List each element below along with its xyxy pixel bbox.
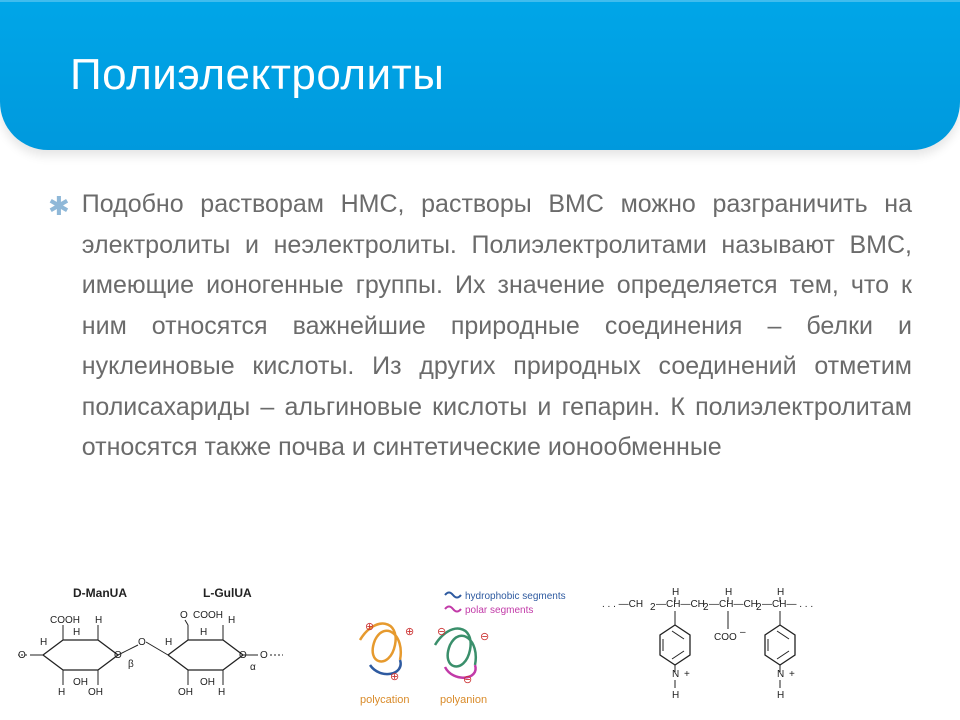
figure-alginic-acid: D-ManUA L-GulUA O COOH H H OH O OH H H (18, 585, 318, 710)
svg-text:–: – (740, 627, 746, 638)
chem-structure-icon: D-ManUA L-GulUA O COOH H H OH O OH H H (18, 585, 318, 710)
svg-text:O: O (180, 610, 188, 621)
svg-text:H: H (228, 615, 235, 626)
svg-text:OH: OH (73, 677, 88, 688)
body-area: ✱ Подобно растворам НМС, растворы ВМС мо… (0, 150, 960, 468)
svg-text:—CH—CH: —CH—CH (709, 599, 758, 610)
body-paragraph: Подобно растворам НМС, растворы ВМС можн… (82, 184, 912, 468)
title-banner: Полиэлектролиты (0, 0, 960, 150)
svg-text:H: H (672, 587, 679, 598)
fig2-bl2: polyanion (440, 694, 487, 706)
fig2-lab1: hydrophobic segments (465, 591, 566, 602)
svg-text:O: O (138, 637, 146, 648)
svg-text:H: H (725, 587, 732, 598)
svg-text:⊕: ⊕ (365, 621, 374, 633)
svg-text:⊕: ⊕ (405, 626, 414, 638)
svg-text:α: α (250, 662, 256, 673)
svg-text:OH: OH (88, 687, 103, 698)
svg-text:⊖: ⊖ (480, 631, 489, 643)
svg-text:O: O (260, 650, 268, 661)
fig1-right-label: L-GulUA (203, 586, 252, 600)
bullet-glyph-icon: ✱ (48, 186, 70, 226)
svg-text:β: β (128, 659, 134, 670)
svg-text:COOH: COOH (50, 615, 80, 626)
svg-text:—CH— . . .: —CH— . . . (762, 599, 813, 610)
svg-text:H: H (73, 627, 80, 638)
svg-text:+: + (789, 669, 795, 680)
svg-text:COO: COO (714, 632, 737, 643)
svg-text:O: O (114, 650, 122, 661)
svg-text:COOH: COOH (193, 610, 223, 621)
svg-text:. . . —CH: . . . —CH (602, 599, 643, 610)
svg-text:OH: OH (200, 677, 215, 688)
svg-text:H: H (200, 627, 207, 638)
svg-text:H: H (40, 637, 47, 648)
slide: Полиэлектролиты ✱ Подобно растворам НМС,… (0, 0, 960, 720)
svg-text:+: + (684, 669, 690, 680)
bullet-row: ✱ Подобно растворам НМС, растворы ВМС мо… (48, 184, 912, 468)
svg-text:H: H (777, 587, 784, 598)
coil-cartoon-icon: hydrophobic segments polar segments ⊕ ⊕ … (345, 585, 575, 710)
svg-text:H: H (218, 687, 225, 698)
polymer-repeat-icon: . . . —CH2 —CH—CH2 —CH—CH2 —CH— . . . N … (602, 585, 932, 710)
fig2-lab2: polar segments (465, 605, 533, 616)
figures-row: D-ManUA L-GulUA O COOH H H OH O OH H H (0, 580, 960, 710)
svg-text:⊕: ⊕ (390, 671, 399, 683)
svg-text:H: H (165, 637, 172, 648)
figure-polyvinylpyridinium: . . . —CH2 —CH—CH2 —CH—CH2 —CH— . . . N … (602, 585, 932, 710)
svg-text:H: H (95, 615, 102, 626)
svg-text:H: H (777, 690, 784, 701)
fig2-bl1: polycation (360, 694, 410, 706)
svg-text:H: H (672, 690, 679, 701)
figure-polyelectrolyte-coil: hydrophobic segments polar segments ⊕ ⊕ … (345, 585, 575, 710)
slide-title: Полиэлектролиты (70, 50, 444, 100)
svg-text:H: H (58, 687, 65, 698)
svg-text:⊖: ⊖ (463, 674, 472, 686)
svg-text:OH: OH (178, 687, 193, 698)
svg-text:—CH—CH: —CH—CH (656, 599, 705, 610)
svg-text:N: N (672, 669, 679, 680)
svg-text:⊖: ⊖ (437, 626, 446, 638)
fig1-left-label: D-ManUA (73, 586, 127, 600)
svg-text:N: N (777, 669, 784, 680)
